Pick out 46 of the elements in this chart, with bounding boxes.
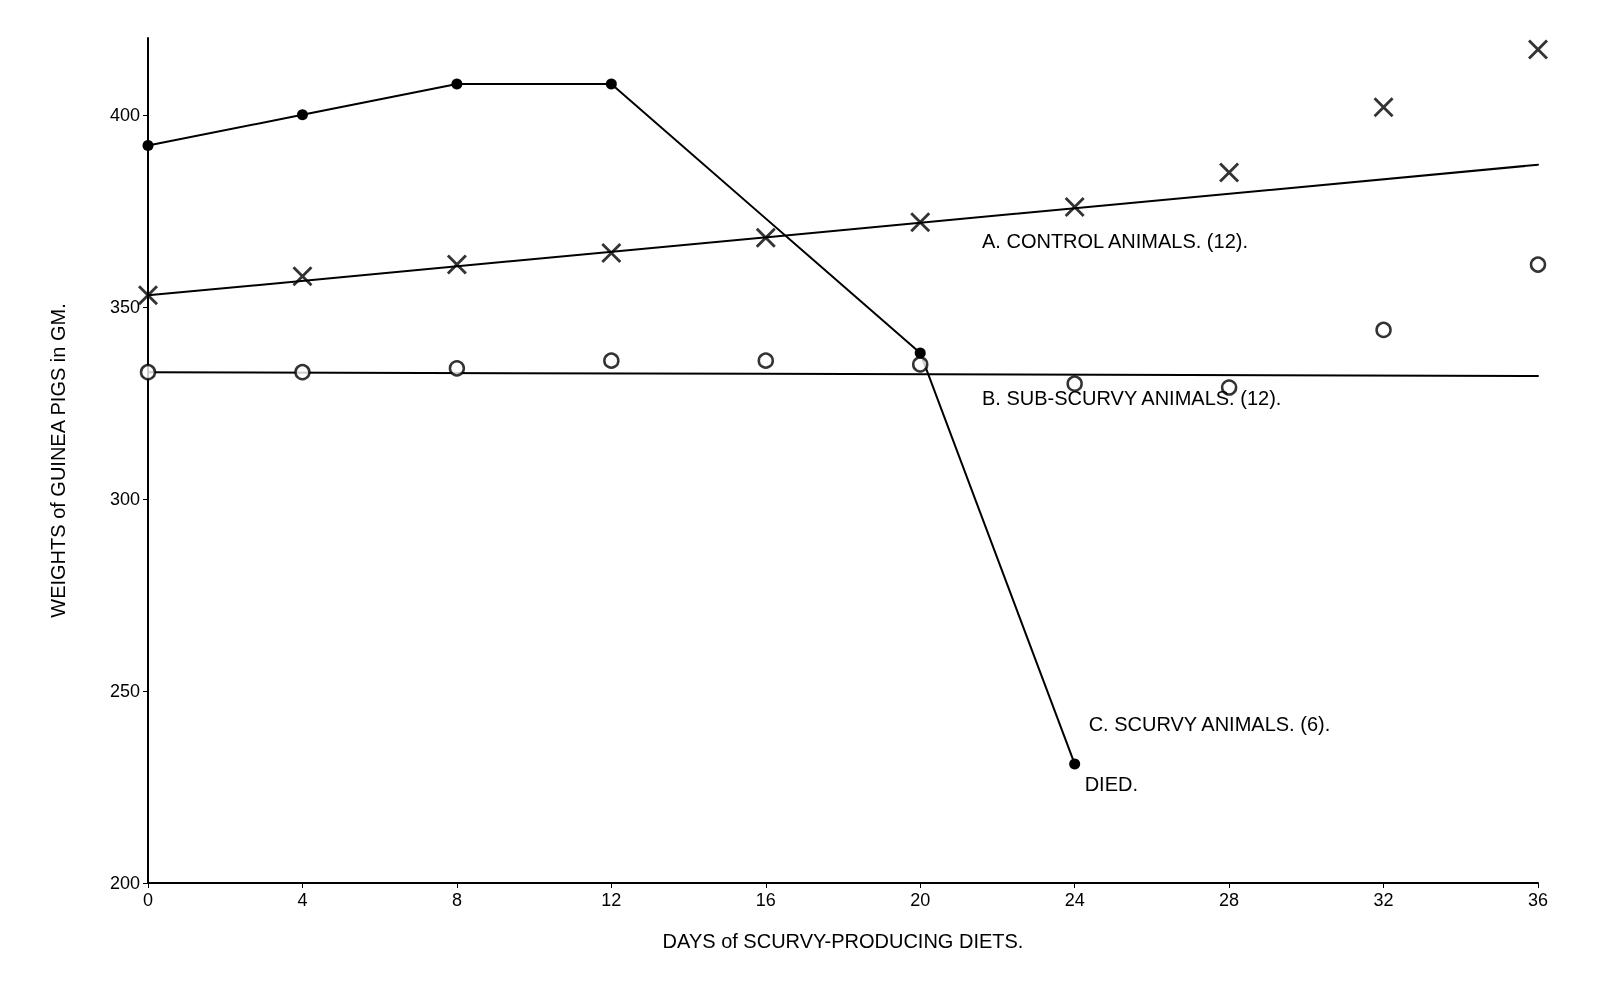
x-tick-label: 28 (1219, 890, 1240, 910)
point (910, 212, 931, 233)
point (1064, 197, 1085, 217)
point (294, 363, 311, 381)
y-axis-title: WEIGHTS of GUINEA PIGS in GM. (47, 303, 69, 618)
x-tick-label: 32 (1373, 890, 1394, 910)
point (605, 78, 617, 90)
point (448, 360, 466, 377)
point (601, 243, 622, 264)
point (1219, 162, 1240, 183)
point (911, 356, 929, 373)
point (1375, 321, 1392, 339)
point (1069, 758, 1081, 770)
x-axis-title: DAYS of SCURVY-PRODUCING DIETS. (662, 930, 1024, 952)
point (603, 352, 620, 369)
series-label: C. SCURVY ANIMALS. (6). (1088, 712, 1331, 735)
point (1373, 97, 1394, 118)
point (138, 285, 158, 306)
point (755, 227, 776, 248)
x-tick-label: 36 (1527, 890, 1549, 910)
x-tick-label: 24 (1064, 890, 1085, 910)
point (1066, 375, 1083, 392)
annotation: DIED. (1084, 772, 1139, 795)
point (139, 363, 157, 381)
x-tick-label: 4 (297, 890, 308, 910)
point (142, 140, 154, 152)
point (914, 347, 926, 359)
x-tick-label: 20 (910, 890, 931, 910)
y-tick-label: 300 (109, 488, 140, 509)
y-tick-label: 350 (109, 296, 140, 317)
series-label: B. SUB-SCURVY ANIMALS. (12). (982, 387, 1282, 410)
point (292, 266, 313, 287)
point (451, 78, 463, 90)
point (296, 109, 308, 121)
point (1529, 256, 1547, 273)
point (757, 352, 775, 369)
point (446, 254, 467, 275)
y-tick-label: 200 (109, 873, 140, 893)
y-tick-label: 250 (109, 680, 140, 701)
x-tick-label: 12 (601, 890, 622, 910)
x-tick-label: 16 (755, 890, 776, 910)
y-tick-label: 400 (109, 104, 140, 125)
x-tick-label: 8 (451, 890, 462, 910)
series-label: A. CONTROL ANIMALS. (12). (982, 229, 1248, 252)
x-tick-label: 0 (142, 890, 154, 910)
point (1528, 39, 1548, 60)
